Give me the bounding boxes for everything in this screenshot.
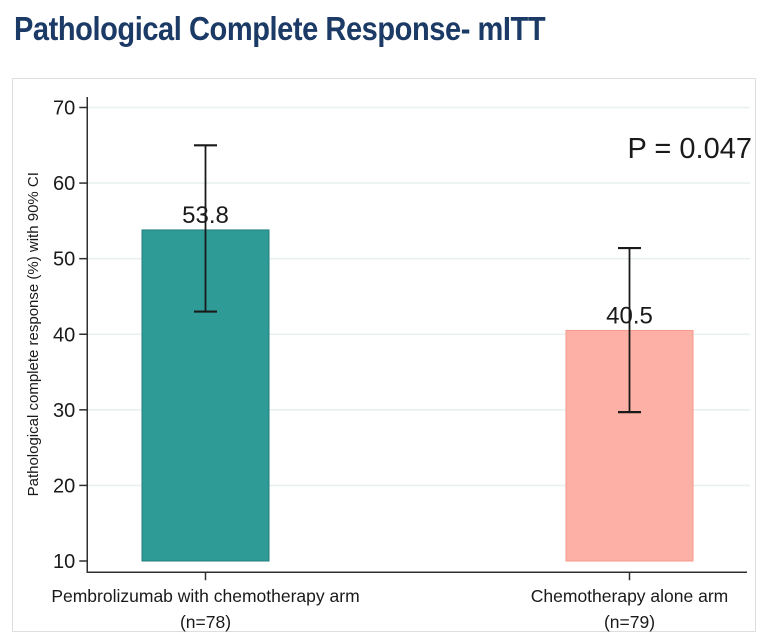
category-label-1: Chemotherapy alone arm: [531, 586, 728, 606]
y-tick-label: 20: [53, 475, 75, 497]
y-tick-label: 40: [53, 324, 75, 346]
page-title: Pathological Complete Response- mITT: [14, 10, 546, 47]
p-value-annotation: P = 0.047: [628, 133, 752, 165]
y-tick-label: 70: [53, 98, 75, 120]
bar-value-label-0: 53.8: [182, 202, 229, 229]
category-label-0: Pembrolizumab with chemotherapy arm: [51, 586, 359, 606]
y-axis-label: Pathological complete response (%) with …: [25, 172, 42, 496]
y-tick-label: 30: [53, 400, 75, 422]
y-tick-label: 50: [53, 249, 75, 271]
category-sublabel-0: (n=78): [180, 612, 231, 632]
category-sublabel-1: (n=79): [604, 612, 655, 632]
bar-value-label-1: 40.5: [606, 302, 653, 329]
y-tick-label: 10: [53, 551, 75, 573]
y-tick-label: 60: [53, 173, 75, 195]
